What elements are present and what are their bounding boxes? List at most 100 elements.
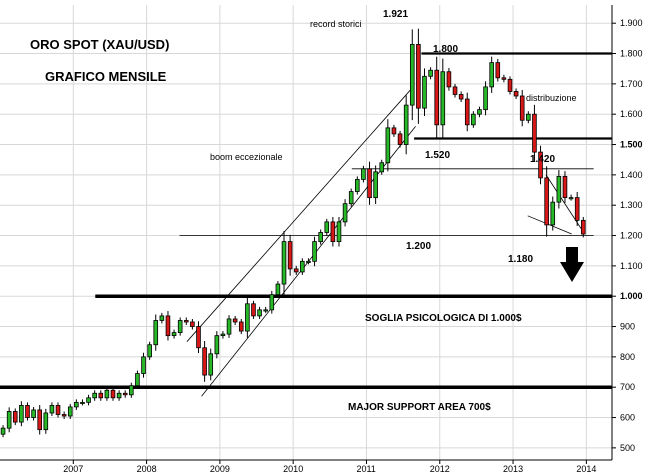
candle-body (49, 404, 55, 414)
sup-1520-label: 1.520 (425, 150, 450, 161)
x-tick-label: 2009 (210, 464, 230, 474)
candle-body (355, 179, 360, 192)
candle-body (135, 373, 140, 387)
candle-body (141, 356, 146, 374)
bear-channel-upper (545, 174, 584, 232)
candle-body (122, 392, 128, 396)
candle-body (379, 162, 385, 173)
candle-body (257, 309, 262, 317)
candle-body (568, 197, 574, 200)
candle-body (214, 335, 220, 355)
candle-body (306, 260, 311, 263)
candle-body (458, 94, 464, 100)
candle-body (153, 320, 159, 346)
bear-channel-lower (527, 215, 572, 235)
candle-body (562, 175, 568, 199)
candle-body (202, 347, 207, 376)
candle-body (483, 86, 488, 111)
candle-body (574, 197, 580, 221)
channel-upper-line (186, 89, 411, 342)
candle-body (519, 95, 525, 121)
y-tick-label: 1.300 (620, 200, 643, 210)
candlestick-series (0, 28, 586, 438)
candle-body (263, 309, 268, 312)
candle-body (165, 315, 171, 337)
y-tick-label: 1.900 (620, 18, 643, 28)
candle-body (74, 401, 79, 408)
candle-body (25, 404, 30, 418)
y-tick-label: 1.400 (620, 170, 643, 180)
trend-channels (186, 89, 584, 397)
candle-body (196, 326, 201, 349)
candle-body (104, 389, 110, 399)
candle-body (403, 104, 409, 145)
candle-body (293, 268, 299, 273)
x-tick-label: 2012 (430, 464, 450, 474)
candle-body (86, 397, 91, 403)
candle-body (269, 294, 275, 311)
candle-body (532, 113, 537, 153)
candle-body (544, 177, 549, 226)
candle-body (220, 333, 226, 337)
candle-body (43, 412, 49, 431)
y-tick-label: 500 (620, 443, 635, 453)
candle-body (6, 411, 12, 429)
candle-body (550, 201, 556, 226)
record-storici-label: record storici (310, 19, 362, 29)
candle-body (391, 127, 397, 135)
down-arrow-icon (560, 247, 584, 282)
x-tick-label: 2010 (283, 464, 303, 474)
candle-body (422, 75, 427, 109)
y-tick-label: 800 (620, 352, 635, 362)
candle-body (409, 44, 415, 106)
candle-body (275, 283, 281, 296)
candle-body (434, 69, 439, 126)
y-tick-label: 1.000 (620, 291, 643, 301)
y-tick-label: 900 (620, 322, 635, 332)
chart-labels: ORO SPOT (XAU/USD) GRAFICO MENSILE recor… (30, 9, 584, 413)
axes: 1.900 1.800 1.700 1.600 1.500 1.400 1.300 1.200… (0, 5, 643, 474)
candle-body (251, 303, 256, 317)
candle-body (183, 320, 189, 323)
candle-body (440, 71, 446, 126)
candle-body (238, 321, 244, 332)
candle-body (12, 411, 18, 423)
candle-body (37, 409, 42, 431)
candle-body (428, 69, 433, 77)
y-tick-label: 1.600 (620, 109, 643, 119)
candle-body (80, 401, 85, 404)
candle-body (190, 321, 195, 327)
candle-body (129, 385, 134, 396)
candle-body (31, 409, 36, 418)
candle-body (147, 344, 152, 358)
candle-body (397, 133, 403, 145)
candle-body (318, 232, 323, 242)
candle-body (471, 113, 476, 126)
candle-body (538, 151, 543, 179)
candle-body (226, 318, 232, 335)
candle-body (556, 175, 562, 203)
candle-body (336, 221, 342, 242)
candle-body (507, 78, 513, 92)
candle-body (177, 320, 183, 334)
y-tick-label: 600 (620, 413, 635, 423)
line-1420-label: 1.420 (530, 154, 555, 165)
candle-body (19, 404, 24, 423)
y-tick-label: 1.100 (620, 261, 643, 271)
candle-body (446, 71, 452, 88)
candle-body (55, 404, 61, 415)
x-tick-label: 2014 (576, 464, 596, 474)
candle-body (245, 303, 250, 332)
x-tick-label: 2011 (356, 464, 375, 474)
candle-body (581, 219, 586, 235)
candle-body (324, 221, 330, 233)
candle-body (300, 260, 305, 273)
candle-body (452, 86, 458, 95)
y-tick-label: 1.800 (620, 49, 643, 59)
horizontal-levels (0, 52, 612, 389)
candle-body (495, 62, 501, 79)
candle-body (501, 77, 507, 80)
x-tick-label: 2008 (137, 464, 157, 474)
y-tick-label: 1.200 (620, 231, 643, 241)
